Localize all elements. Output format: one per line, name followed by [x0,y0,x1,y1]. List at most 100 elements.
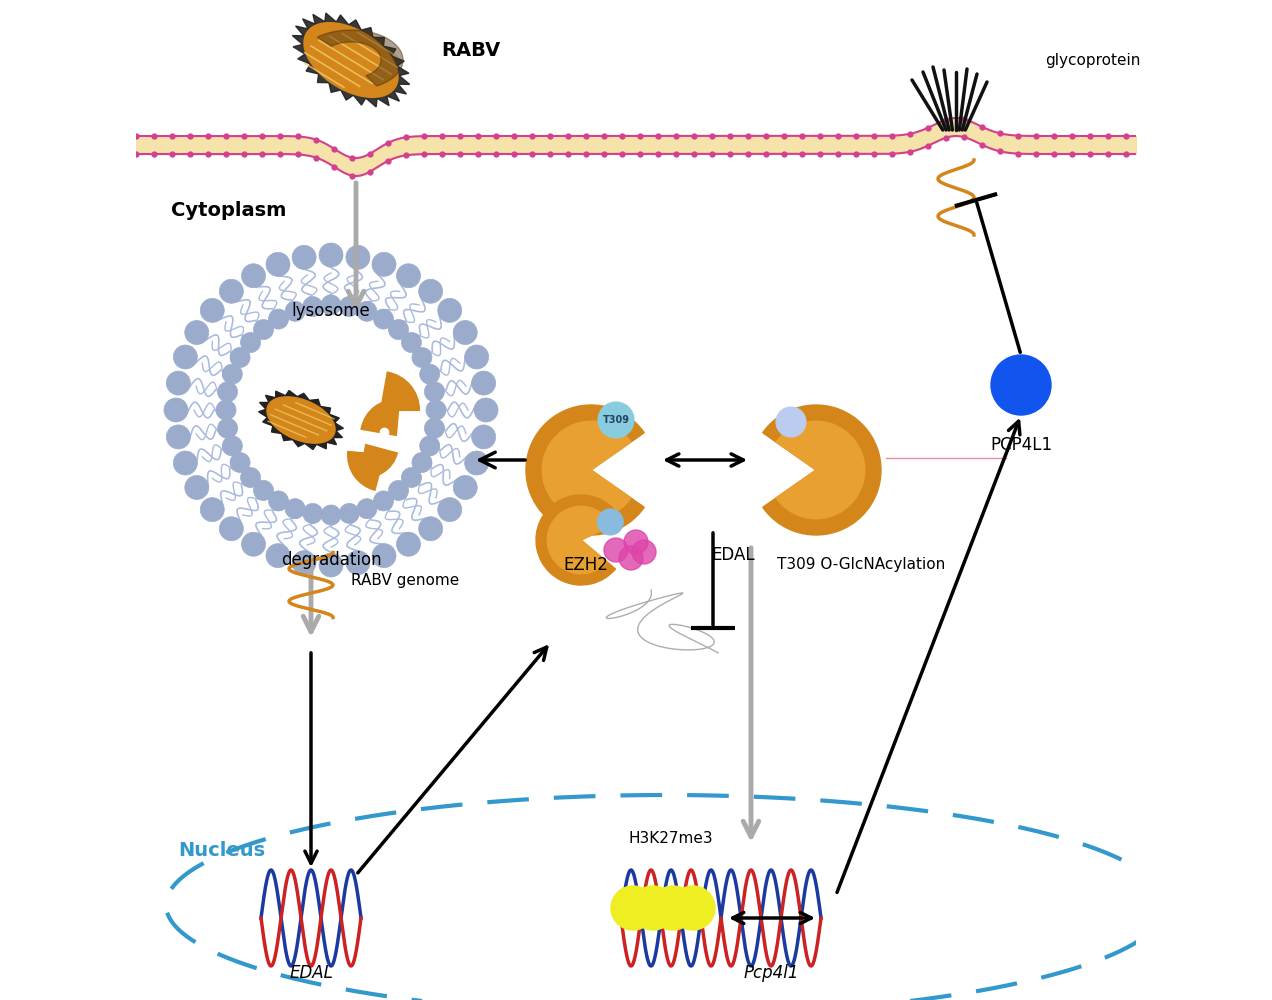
Wedge shape [382,373,418,410]
Text: Cytoplasm: Cytoplasm [170,200,286,220]
Circle shape [371,544,396,568]
Circle shape [340,503,359,523]
Circle shape [438,498,462,522]
Circle shape [173,451,197,475]
Circle shape [425,418,444,438]
Circle shape [321,505,341,525]
Circle shape [598,402,633,438]
Circle shape [253,320,273,340]
Wedge shape [763,405,881,535]
Circle shape [371,252,396,276]
Circle shape [173,345,197,369]
Circle shape [223,364,243,384]
Circle shape [216,400,237,420]
Polygon shape [258,390,343,450]
Circle shape [474,398,499,422]
Polygon shape [267,397,335,443]
Circle shape [230,452,251,473]
Circle shape [200,498,224,522]
Circle shape [402,467,421,487]
Circle shape [167,371,191,395]
Circle shape [230,348,251,367]
Circle shape [184,320,209,344]
Wedge shape [349,452,384,490]
Circle shape [164,398,188,422]
Circle shape [346,245,370,269]
Circle shape [991,355,1051,415]
Wedge shape [360,445,397,477]
Circle shape [418,279,443,303]
Circle shape [303,297,323,317]
Circle shape [631,886,675,930]
Circle shape [242,532,266,556]
Circle shape [412,348,432,367]
Text: T309 O-GlcNAcylation: T309 O-GlcNAcylation [777,557,945,572]
Text: Pcp4l1: Pcp4l1 [743,964,799,982]
Text: lysosome: lysosome [291,302,370,320]
Circle shape [184,476,209,499]
Circle shape [293,245,315,269]
Circle shape [426,400,446,420]
Circle shape [438,298,462,322]
Text: EZH2: EZH2 [563,556,608,574]
Circle shape [672,886,715,930]
Circle shape [268,491,289,511]
Circle shape [240,333,261,353]
Circle shape [388,480,408,500]
Circle shape [223,436,243,456]
Circle shape [266,252,290,276]
Text: Nucleus: Nucleus [178,840,265,859]
Polygon shape [293,13,410,107]
Circle shape [319,243,343,267]
Wedge shape [361,400,399,435]
Circle shape [632,540,656,564]
Circle shape [340,297,359,317]
Circle shape [388,320,408,340]
Text: H3K27me3: H3K27me3 [628,831,714,846]
Circle shape [625,530,647,554]
Polygon shape [304,23,398,97]
Circle shape [776,407,806,437]
Text: EDAL: EDAL [711,546,754,564]
Circle shape [412,452,432,473]
Circle shape [266,544,290,568]
Circle shape [425,382,444,402]
Circle shape [218,382,238,402]
Circle shape [240,467,261,487]
Circle shape [472,371,496,395]
Circle shape [167,425,191,449]
Circle shape [611,886,655,930]
Circle shape [651,886,695,930]
Circle shape [464,345,488,369]
Circle shape [357,499,377,519]
Text: RABV: RABV [441,40,500,60]
Circle shape [453,475,477,499]
Wedge shape [776,421,865,519]
Circle shape [397,532,421,556]
Text: PCP4L1: PCP4L1 [990,436,1052,454]
Wedge shape [542,421,631,519]
Circle shape [374,309,393,329]
Circle shape [357,301,377,321]
Circle shape [397,264,421,288]
Circle shape [285,301,305,321]
Circle shape [268,309,289,329]
Circle shape [319,553,343,577]
Circle shape [418,517,443,541]
Circle shape [472,425,496,449]
Wedge shape [536,495,622,585]
Circle shape [346,551,370,575]
Text: RABV genome: RABV genome [351,572,459,587]
Circle shape [200,298,224,322]
Circle shape [598,509,623,535]
Circle shape [402,333,421,353]
Wedge shape [527,405,644,535]
Circle shape [464,451,488,475]
Text: T309: T309 [603,415,630,425]
Circle shape [253,480,273,500]
Circle shape [219,517,243,541]
Circle shape [219,279,243,303]
Circle shape [604,538,628,562]
Polygon shape [317,30,403,86]
Text: EDAL: EDAL [289,964,333,982]
